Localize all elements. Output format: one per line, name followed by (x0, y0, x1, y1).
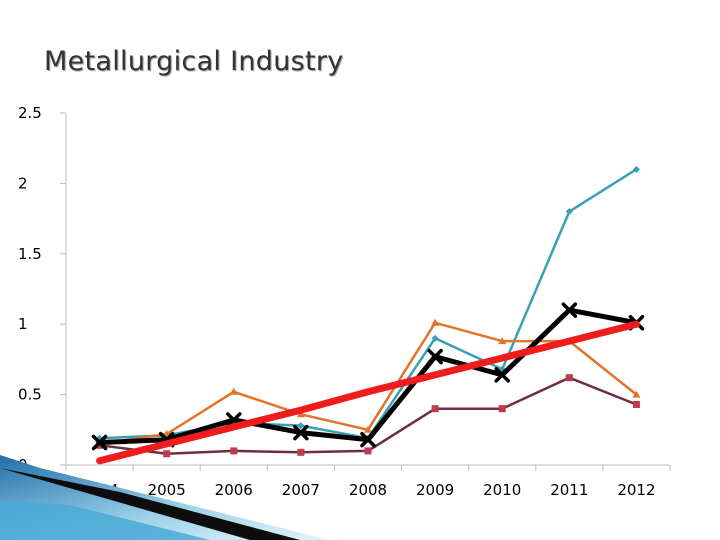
series-4-point (293, 424, 309, 441)
y-tick-label: 1.5 (18, 245, 42, 263)
y-tick-label: 0.5 (18, 386, 42, 404)
series-2-point (229, 387, 238, 395)
y-tick-label: 2 (18, 174, 28, 192)
series-3-point (565, 374, 573, 382)
series-1-point (565, 208, 573, 216)
series-3-point (163, 450, 171, 458)
series-3-point (96, 441, 104, 449)
decorative-swoosh-light (0, 500, 210, 540)
series-4-point (494, 367, 510, 383)
series-4-point (91, 434, 108, 451)
chart-title: Metallurgical Industry (44, 46, 344, 77)
x-tick-label: 2012 (617, 481, 655, 499)
x-tick-label: 2008 (349, 481, 387, 499)
series-3-point (297, 448, 305, 456)
x-tick-label: 2009 (416, 481, 454, 499)
series-2-point (364, 425, 372, 433)
series-3-point (364, 447, 372, 455)
series-1-point (297, 422, 305, 430)
series-line-5 (96, 320, 640, 465)
series-4-point (561, 302, 578, 318)
series-2-point (632, 390, 641, 398)
series-4-point (360, 431, 376, 448)
series-1-point (431, 334, 439, 342)
series-3-point (230, 447, 238, 455)
decorative-swoosh-dark (0, 468, 300, 540)
x-tick-label: 2010 (483, 481, 521, 499)
series-line-4 (97, 307, 639, 445)
x-tick-label: 2005 (148, 481, 186, 499)
x-tick-label: 2007 (282, 481, 320, 499)
series-3-point (431, 405, 439, 413)
series-2-point (498, 337, 507, 345)
series-2-point (296, 410, 305, 418)
x-tick-label: 2011 (550, 481, 588, 499)
series-line-1 (98, 168, 638, 440)
y-tick-label: 1 (18, 315, 28, 333)
x-tick-label: 2006 (215, 481, 253, 499)
series-4-point (427, 348, 443, 365)
y-tick-label: 2.5 (18, 104, 42, 122)
series-2-point (431, 318, 440, 326)
series-3-point (498, 405, 506, 413)
series-1-point (632, 165, 640, 173)
series-3-point (632, 400, 640, 408)
